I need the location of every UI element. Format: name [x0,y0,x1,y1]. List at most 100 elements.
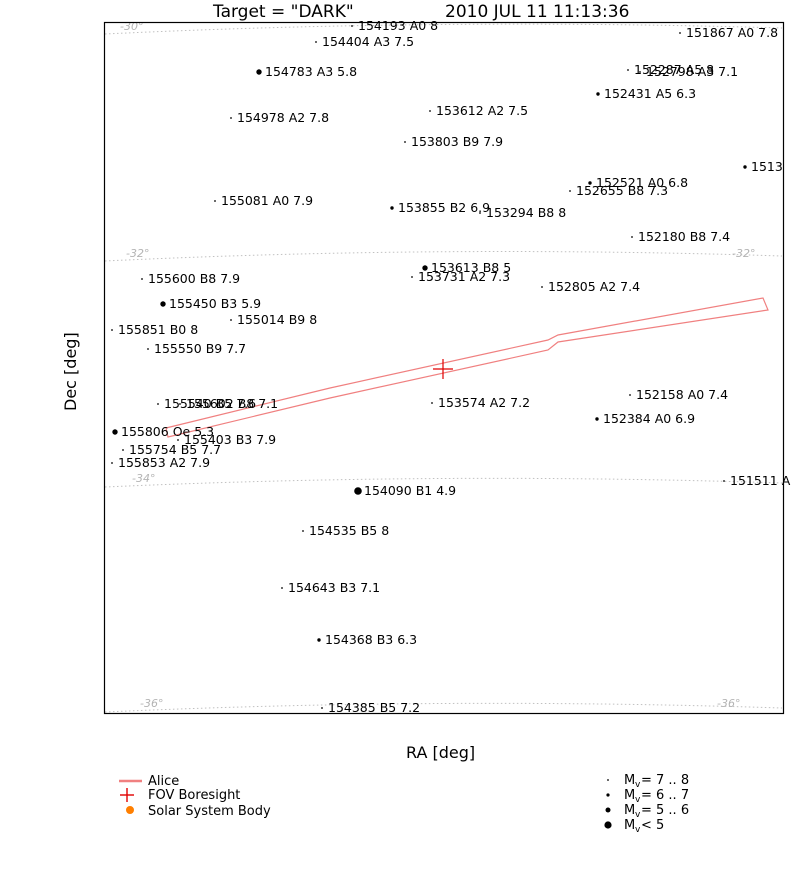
chart-title-target: Target = "DARK" [212,2,354,22]
star-label: 154783 A3 5.8 [265,64,357,79]
star-marker [479,212,481,214]
star-marker [321,707,323,709]
dec-grid-line-36 [104,702,783,713]
legend-mag-sub-2: v [635,795,641,805]
x-axis-title: RA [deg] [406,743,475,762]
star-marker [431,402,433,404]
star-marker [629,394,631,396]
legend-solar-body-label: Solar System Body [148,804,271,819]
star-marker [541,286,543,288]
star-label: 153613 B8 5 [431,260,511,275]
star-marker [627,69,629,71]
star: 153574 A2 7.2 [431,395,530,410]
star-label: 151511 A [730,473,791,488]
legend-mag-prefix-2: M [624,788,635,803]
star-marker [679,32,681,34]
star-marker [569,190,571,192]
fov-boresight-cross [433,359,453,379]
legend-mag-dot-2 [606,793,610,797]
star-label: 153612 A2 7.5 [436,103,528,118]
legend-magnitudes: M v = 7 .. 8 M v = 6 .. 7 M v = 5 .. 6 M… [604,773,689,835]
star-marker [302,530,304,532]
star-marker [122,449,124,451]
star: 152805 A2 7.4 [541,279,640,294]
star-label: 153294 B8 8 [486,205,566,220]
star-label: 154090 B1 4.9 [364,483,456,498]
star-label: 155851 B0 8 [118,322,198,337]
chart-title-timestamp: 2010 JUL 11 11:13:36 [445,2,629,22]
star-marker [230,117,232,119]
star-marker [354,487,362,495]
legend-mag-text-4: < 5 [641,818,664,833]
star: 153855 B2 6.9 [390,200,490,215]
star: 152521 A0 6.8 [588,175,688,190]
legend-left: Alice FOV Boresight Solar System Body [119,774,271,819]
dec-grid-line-34 [104,477,783,488]
star: 153613 B8 5 [422,260,511,275]
star-label: 155754 B5 7.7 [129,442,221,457]
star-marker [317,638,321,642]
star-label: 155853 A2 7.9 [118,455,210,470]
star: 153803 B9 7.9 [404,134,503,149]
star: 154535 B5 8 [302,523,389,538]
star-marker [281,587,283,589]
star: 154404 A3 7.5 [315,34,414,49]
star: 155600 B8 7.9 [141,271,240,286]
star-label: 154535 B5 8 [309,523,389,538]
star: 154643 B3 7.1 [281,580,380,595]
star: 155014 B9 8 [230,312,317,327]
star-label: 153731 A2 7.3 [418,269,510,284]
legend-mag-text-1: = 7 .. 8 [641,773,689,788]
star-marker [230,319,232,321]
star: 151511 A [723,473,791,488]
alice-fov [165,297,769,438]
star-marker [595,417,599,421]
star: 152655 B8 7.3 [569,183,668,198]
star-marker [111,329,113,331]
star-label: 154643 B3 7.1 [288,580,380,595]
legend-mag-dot-1 [607,779,609,781]
dec-grid [104,23,783,713]
star-label: 152798 A3 7.1 [646,64,738,79]
legend-mag-prefix-3: M [624,803,635,818]
legend-solar-body-dot [126,806,134,814]
star-label: 153855 B2 6.9 [398,200,490,215]
legend-mag-text-3: = 5 .. 6 [641,803,689,818]
legend-mag-sub-1: v [635,780,641,790]
grid-label-36-right: -36° [717,697,740,710]
grid-label-32-left: -32° [126,247,149,260]
star: 155806 Oe 5.3 [112,424,214,439]
star-label: 155602 B8 7.1 [186,396,278,411]
star-label: 152180 B8 7.4 [638,229,730,244]
star: 152158 A0 7.4 [629,387,728,402]
grid-label-36-left: -36° [140,697,163,710]
star: 155081 A0 7.9 [214,193,313,208]
star-label: 153574 A2 7.2 [438,395,530,410]
star-label: 154193 A0 8 [358,18,438,33]
star: 155450 B3 5.9 [160,296,261,311]
star-label: 155806 Oe 5.3 [121,424,214,439]
legend-mag-prefix-1: M [624,773,635,788]
star: 155403 B3 7.9 [177,432,276,447]
star-marker [111,462,113,464]
legend-mag-dot-3 [605,807,611,813]
star: 152287 A5 8 [627,62,714,77]
star: 153294 B8 8 [479,205,566,220]
star-label: 155081 A0 7.9 [221,193,313,208]
grid-label-30-left: -30° [120,20,143,33]
star-marker [147,348,149,350]
star-label: 155600 B8 7.9 [148,271,240,286]
star: 152180 B8 7.4 [631,229,730,244]
star: 1513 [743,159,783,174]
star-marker [256,69,262,75]
star: 155754 B5 7.7 [122,442,221,457]
legend-boresight-label: FOV Boresight [148,788,240,803]
star-label: 153803 B9 7.9 [411,134,503,149]
legend-mag-sub-3: v [635,810,641,820]
star-marker [743,165,747,169]
legend-mag-sub-4: v [635,825,641,835]
star-marker [631,236,633,238]
star: 154193 A0 8 [351,18,438,33]
star: 155851 B0 8 [111,322,198,337]
